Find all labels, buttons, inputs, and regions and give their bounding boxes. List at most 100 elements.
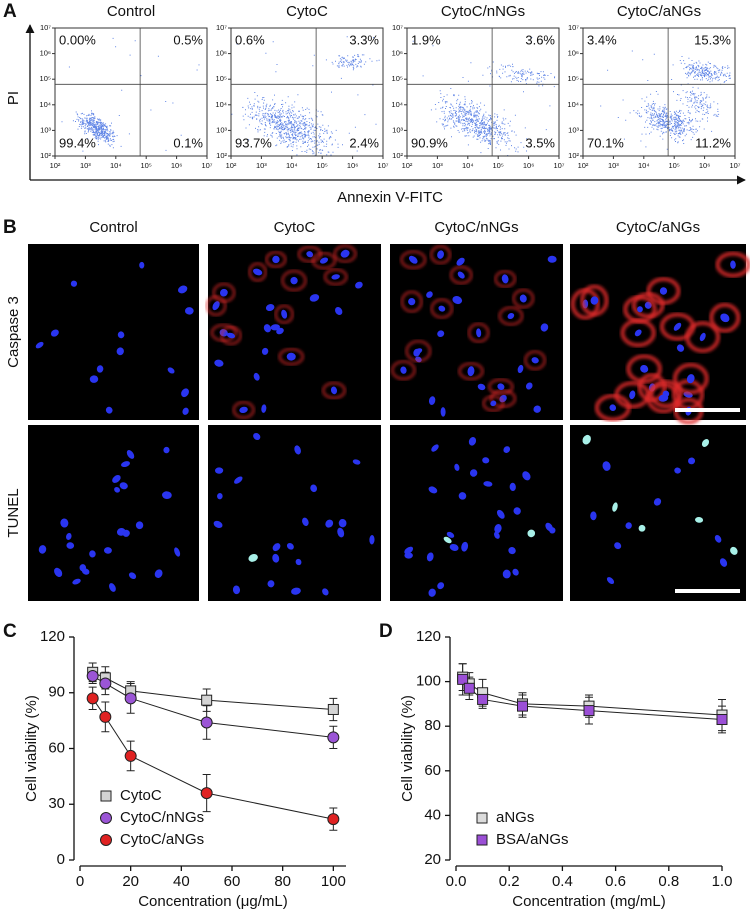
data-point [86, 692, 99, 705]
nucleus [638, 524, 646, 532]
y-tick-label: 40 [424, 806, 441, 823]
data-point [200, 716, 213, 729]
x-tick-label: 10⁴ [286, 161, 298, 170]
nucleus [719, 558, 728, 567]
row-label: TUNEL [5, 488, 22, 537]
nucleus [502, 569, 511, 579]
nucleus [508, 547, 516, 555]
nucleus [501, 274, 509, 284]
cytoplasm [391, 360, 416, 380]
y-tick-label: 10⁵ [40, 74, 51, 83]
legend-swatch [476, 834, 488, 846]
nucleus [699, 332, 706, 342]
cytoplasm [281, 270, 307, 292]
nucleus [408, 255, 418, 264]
x-tick-label: 10⁴ [638, 161, 650, 170]
nucleus [662, 390, 670, 398]
nucleus [352, 459, 361, 465]
event-cloud [600, 50, 731, 150]
nucleus [437, 250, 444, 259]
y-tick-label: 90 [48, 684, 65, 701]
nucleus [335, 307, 343, 315]
quadrant-percent: 3.3% [349, 32, 379, 47]
nucleus [217, 492, 223, 500]
nucleus [490, 400, 497, 407]
nucleus [458, 492, 467, 500]
plot-title: CytoC/aNGs [617, 3, 701, 20]
cytoplasm [498, 306, 524, 326]
cytoplasm [626, 354, 662, 384]
nucleus [226, 332, 236, 339]
nucleus [128, 572, 137, 580]
x-tick-label: 10⁶ [347, 161, 358, 170]
cytoplasm [430, 245, 451, 265]
nucleus [452, 295, 463, 305]
nucleus [476, 328, 482, 338]
cytoplasm [232, 401, 255, 419]
nucleus [167, 367, 175, 374]
nucleus [369, 534, 375, 545]
x-tick-label: 10⁵ [668, 161, 679, 170]
cytoplasm [430, 298, 453, 319]
nucleus [182, 407, 189, 415]
micrograph [390, 244, 563, 420]
y-tick-label: 100 [416, 673, 441, 690]
cytoplasm [265, 251, 287, 268]
nucleus [443, 536, 452, 544]
cytoplasm [458, 362, 484, 380]
micrograph [570, 244, 750, 425]
nucleus [446, 531, 455, 538]
nucleus [72, 578, 81, 585]
y-tick-label: 10⁷ [216, 23, 227, 32]
legend-swatch [476, 812, 488, 824]
micrograph [570, 425, 746, 601]
nucleus [325, 519, 334, 528]
nucleus [60, 518, 69, 528]
nucleus [338, 518, 347, 528]
column-label: Control [89, 219, 137, 236]
nucleus [286, 352, 296, 361]
cytoplasm [715, 251, 750, 278]
row-label: Caspase 3 [5, 296, 22, 368]
legend-label: CytoC/aNGs [120, 831, 204, 848]
x-tick-label: 10⁶ [699, 161, 710, 170]
nucleus [112, 475, 121, 483]
cytoplasm [322, 381, 346, 399]
nucleus [653, 498, 662, 506]
nucleus [730, 260, 736, 269]
nucleus [431, 444, 439, 452]
nucleus [547, 255, 557, 263]
nucleus [497, 383, 505, 390]
y-tick-label: 60 [48, 739, 65, 756]
nucleus [582, 434, 591, 445]
column-label: CytoC [274, 219, 316, 236]
nucleus [483, 481, 493, 487]
x-tick-label: 10² [226, 161, 237, 170]
nucleus [602, 461, 611, 471]
nucleus [337, 527, 345, 538]
legend-swatch [100, 812, 112, 824]
nucleus [400, 366, 407, 374]
y-tick-label: 10⁵ [568, 74, 579, 83]
nucleus [509, 482, 516, 492]
nucleus [232, 585, 241, 595]
y-tick-label: 10⁶ [392, 49, 403, 58]
event-cloud [231, 36, 380, 156]
panel-letter: C [3, 621, 17, 642]
nucleus [355, 281, 363, 289]
y-tick-label: 120 [40, 628, 65, 645]
nucleus [184, 307, 194, 315]
nucleus [494, 524, 502, 534]
panel-letter: D [379, 621, 393, 642]
nucleus [614, 542, 622, 550]
nucleus [522, 471, 531, 481]
cytoplasm [685, 321, 721, 353]
nucleus [66, 542, 75, 549]
nucleus [330, 386, 338, 395]
nucleus [103, 547, 112, 554]
nucleus [428, 396, 436, 405]
quadrant-percent: 3.5% [525, 135, 555, 150]
y-tick-label: 60 [424, 762, 441, 779]
nucleus [272, 255, 280, 264]
